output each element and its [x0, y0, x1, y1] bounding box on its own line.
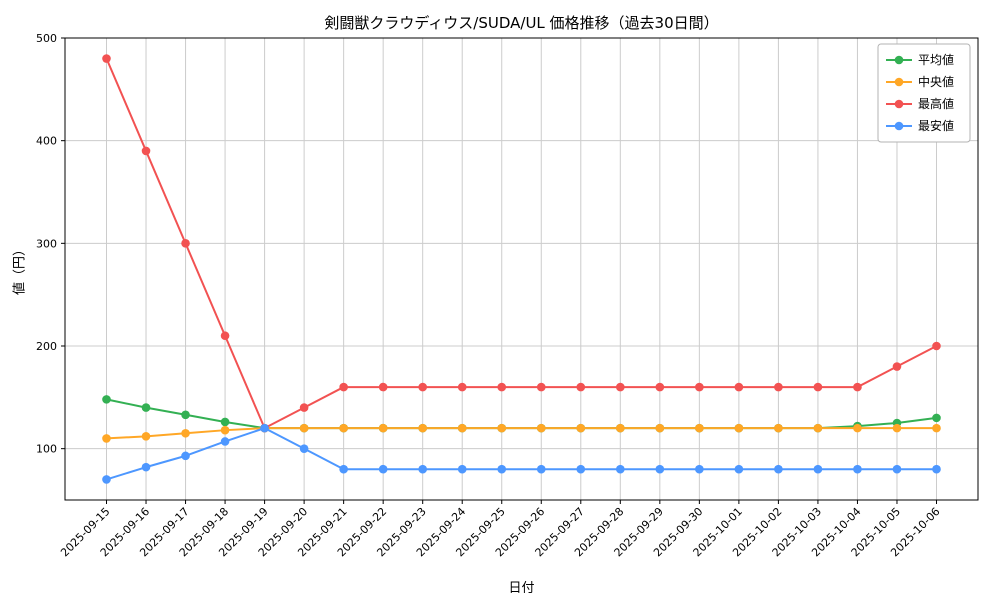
y-axis-ticks: 100 200 300 400 500	[36, 32, 65, 456]
legend-marker	[894, 99, 904, 109]
data-point	[102, 434, 111, 443]
data-point	[418, 464, 427, 474]
data-point	[536, 382, 546, 392]
data-point	[932, 341, 941, 351]
data-point	[497, 464, 507, 474]
data-point	[853, 382, 862, 392]
data-point	[576, 423, 586, 433]
data-point	[181, 239, 190, 248]
data-point	[695, 464, 704, 474]
data-point	[102, 395, 111, 404]
data-point	[181, 410, 190, 420]
data-point	[457, 382, 467, 392]
data-point	[536, 423, 546, 433]
data-point	[616, 423, 625, 433]
legend-marker	[894, 77, 904, 87]
data-point	[853, 423, 862, 433]
series-最高値	[102, 54, 941, 433]
data-point	[299, 444, 309, 453]
data-point	[734, 423, 744, 433]
data-point	[655, 382, 665, 392]
axes-border	[64, 37, 979, 501]
data-point	[576, 382, 586, 392]
data-point	[299, 403, 309, 412]
x-axis-label: 日付	[508, 581, 535, 596]
data-point	[774, 382, 783, 392]
legend-marker	[894, 121, 904, 131]
series-line	[105, 58, 937, 430]
data-point	[616, 382, 625, 392]
chart-title: 剣闘獣クラウディウス/SUDA/UL 価格推移（過去30日間）	[324, 14, 719, 32]
data-point	[141, 462, 151, 472]
data-point	[616, 464, 625, 474]
data-point	[932, 464, 941, 474]
data-point	[695, 382, 704, 392]
series-中央値	[102, 423, 941, 443]
legend-label: 最安値	[918, 118, 954, 133]
y-tick-label: 400	[36, 135, 57, 148]
legend-box	[877, 43, 971, 143]
data-point	[853, 464, 862, 474]
data-point	[813, 423, 823, 433]
data-point	[418, 382, 427, 392]
data-point	[378, 464, 388, 474]
plot-background	[65, 38, 978, 500]
series-最安値	[102, 423, 941, 484]
series-line	[106, 427, 937, 440]
data-point	[497, 423, 507, 433]
legend-marker	[894, 55, 904, 65]
data-point	[734, 382, 744, 392]
data-point	[378, 382, 388, 392]
data-point	[102, 475, 111, 484]
data-point	[418, 423, 427, 433]
data-point	[655, 423, 665, 433]
series-line	[106, 427, 937, 481]
data-point	[220, 437, 230, 446]
legend-label: 平均値	[918, 52, 954, 67]
data-point	[339, 464, 348, 474]
data-point	[932, 413, 941, 423]
legend-label: 中央値	[918, 74, 954, 89]
data-point	[774, 423, 783, 433]
data-point	[102, 54, 111, 63]
data-point	[141, 432, 151, 441]
data-point	[892, 464, 902, 474]
data-point	[181, 451, 190, 461]
data-point	[734, 464, 744, 474]
data-point	[457, 464, 467, 474]
x-axis-ticks: 2025-09-152025-09-162025-09-172025-09-18…	[58, 500, 943, 559]
data-point	[457, 423, 467, 433]
data-point	[774, 464, 783, 474]
data-point	[220, 425, 230, 435]
data-point	[813, 464, 823, 474]
data-point	[497, 382, 507, 392]
data-point	[695, 423, 704, 433]
y-tick-label: 100	[36, 443, 57, 456]
data-point	[181, 428, 190, 438]
data-point	[932, 423, 941, 433]
data-point	[576, 464, 586, 474]
data-point	[220, 331, 230, 341]
data-point	[536, 464, 546, 474]
data-point	[299, 423, 309, 433]
data-point	[813, 382, 823, 392]
y-tick-label: 500	[36, 32, 57, 45]
data-point	[260, 423, 269, 433]
data-point	[892, 362, 902, 371]
data-point	[339, 382, 348, 392]
data-point	[892, 423, 902, 433]
data-point	[141, 403, 151, 412]
legend-label: 最高値	[918, 96, 954, 111]
data-point	[378, 423, 388, 433]
data-point	[339, 423, 348, 433]
data-point	[220, 417, 230, 427]
data-point	[655, 464, 665, 474]
y-tick-label: 200	[36, 340, 57, 353]
y-tick-label: 300	[36, 237, 57, 250]
data-point	[141, 146, 151, 156]
